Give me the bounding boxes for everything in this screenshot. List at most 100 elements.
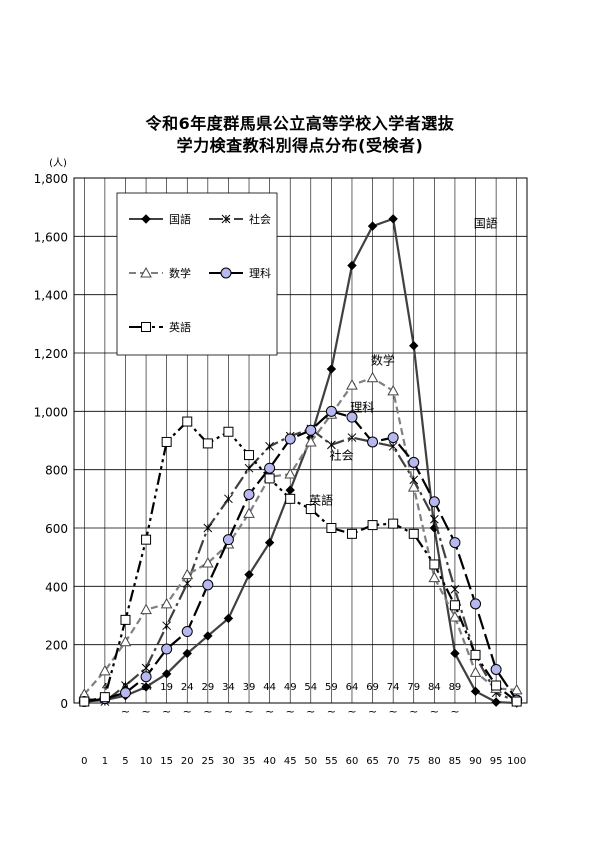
legend-label: 英語 (169, 320, 191, 334)
x-tick-label: 50 (304, 756, 317, 767)
x-range-tilde: ~ (141, 705, 150, 718)
x-range-label: 69 (366, 682, 379, 693)
series-4: 英語 (79, 416, 522, 707)
x-tick-label: 30 (222, 756, 235, 767)
data-point (243, 488, 255, 500)
x-range-label: 19 (160, 682, 173, 693)
x-range-tilde: ~ (183, 705, 192, 718)
data-point (305, 504, 316, 515)
y-tick-label: 400 (45, 580, 68, 594)
y-tick-label: 1,000 (34, 405, 68, 419)
legend-label: 国語 (169, 212, 191, 226)
y-tick-label: 1,400 (34, 289, 68, 303)
x-tick-label: 10 (140, 756, 153, 767)
x-tick-label: 0 (81, 756, 87, 767)
data-point (181, 626, 193, 638)
data-point (161, 436, 172, 447)
x-tick-label: 35 (243, 756, 256, 767)
data-point (491, 697, 501, 707)
y-tick-label: 200 (45, 639, 68, 653)
x-tick-label: 80 (428, 756, 441, 767)
x-range-tilde: ~ (224, 705, 233, 718)
x-range-label: 34 (222, 682, 235, 693)
data-point (470, 598, 482, 610)
data-point (388, 441, 398, 451)
series-3: 理科 (78, 400, 523, 708)
data-point (470, 649, 481, 660)
x-range-label: 64 (346, 682, 359, 693)
data-point (450, 584, 460, 594)
series-annotation: 国語 (474, 216, 498, 231)
chart-title-line2: 学力検査教科別得点分布(受検者) (176, 136, 424, 155)
x-tick-label: 40 (263, 756, 276, 767)
x-tick-label: 25 (201, 756, 214, 767)
x-range-tilde: ~ (121, 705, 130, 718)
data-point (264, 537, 275, 548)
data-point (325, 405, 337, 417)
x-range-tilde: ~ (368, 705, 377, 718)
x-range-tilde: ~ (162, 705, 171, 718)
x-tick-label: 95 (490, 756, 503, 767)
data-point (490, 663, 502, 675)
data-point (449, 537, 461, 549)
x-range-label: 49 (284, 682, 297, 693)
x-axis: 0419~514~1019~1524~2029~2534~3039~3544~4… (81, 682, 526, 767)
legend-item: 英語 (129, 320, 191, 334)
x-tick-label: 45 (284, 756, 297, 767)
legend-item: 理科 (209, 266, 271, 280)
x-range-tilde: ~ (203, 705, 212, 718)
y-axis: 0 200 400 600 800 1,000 1,200 1,400 1,600 1,800 (人… (34, 157, 68, 711)
x-range-label: 84 (428, 682, 441, 693)
data-point (284, 468, 297, 479)
data-point (366, 371, 379, 383)
x-tick-label: 20 (181, 756, 194, 767)
data-point (367, 520, 378, 531)
x-range-tilde: ~ (306, 705, 315, 718)
data-point (449, 610, 461, 622)
data-point (264, 462, 276, 474)
data-point (244, 569, 254, 580)
series-2: 数学 (78, 353, 523, 699)
x-range-label: 79 (407, 682, 420, 693)
series-annotation: 社会 (330, 447, 354, 462)
x-tick-label: 85 (449, 756, 462, 767)
data-point (265, 441, 274, 451)
data-point (182, 648, 192, 659)
data-point (285, 493, 296, 504)
data-point (491, 680, 502, 691)
data-point (407, 481, 420, 492)
data-point (347, 433, 357, 442)
series-annotation: 英語 (309, 493, 333, 508)
data-point (367, 221, 378, 231)
data-point (221, 214, 231, 224)
y-tick-label: 800 (45, 464, 68, 478)
data-point (119, 687, 131, 699)
series-line (84, 410, 518, 703)
data-point (409, 341, 419, 351)
data-point (429, 514, 439, 524)
x-range-label: 4 (102, 682, 108, 693)
data-point (428, 496, 440, 508)
x-range-label: 24 (181, 682, 194, 693)
x-range-tilde: ~ (286, 705, 295, 718)
x-tick-label: 60 (346, 756, 359, 767)
x-tick-label: 15 (160, 756, 173, 767)
data-point (346, 379, 358, 390)
data-point (141, 534, 152, 545)
data-point (202, 438, 213, 449)
data-point (408, 456, 420, 468)
legend-item: 国語 (129, 212, 191, 226)
data-point (326, 364, 337, 374)
x-range-label: 39 (243, 682, 256, 693)
data-point (162, 621, 172, 631)
data-point (141, 682, 151, 692)
x-tick-label: 75 (407, 756, 420, 767)
data-point (202, 579, 214, 591)
x-range-tilde: ~ (327, 705, 336, 718)
data-point (469, 666, 482, 677)
data-point (160, 597, 173, 609)
data-point (222, 534, 234, 546)
y-axis-label: (人) (49, 157, 67, 169)
